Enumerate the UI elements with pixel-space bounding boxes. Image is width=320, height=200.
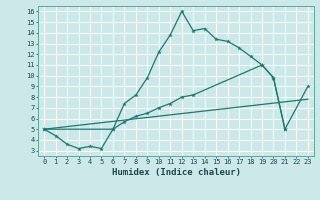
- X-axis label: Humidex (Indice chaleur): Humidex (Indice chaleur): [111, 168, 241, 177]
